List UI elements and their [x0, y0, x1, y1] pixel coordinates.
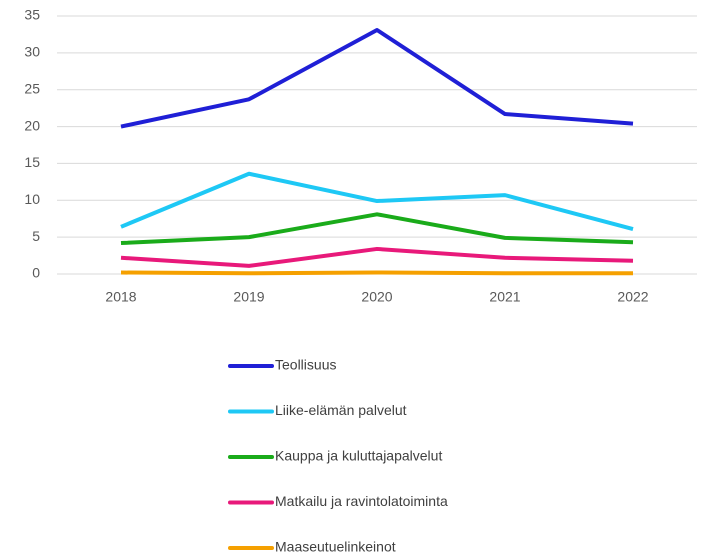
- series-line: [120, 171, 634, 231]
- series-line: [120, 28, 634, 129]
- y-tick-label: 30: [24, 44, 40, 60]
- y-tick-label: 5: [32, 228, 40, 244]
- y-tick-label: 20: [24, 117, 40, 133]
- legend-label: Matkailu ja ravintolatoiminta: [275, 493, 448, 509]
- series-line: [120, 212, 634, 246]
- y-tick-label: 25: [24, 80, 40, 96]
- series-line: [120, 270, 633, 276]
- x-tick-label: 2019: [233, 289, 264, 305]
- y-tick-label: 0: [32, 265, 40, 281]
- legend-label: Maaseutuelinkeinot: [275, 539, 396, 555]
- x-tick-label: 2020: [361, 289, 392, 305]
- x-tick-label: 2018: [105, 289, 136, 305]
- legend-label: Teollisuus: [275, 357, 336, 373]
- y-tick-label: 35: [24, 7, 40, 23]
- y-tick-label: 10: [24, 191, 40, 207]
- x-tick-label: 2022: [617, 289, 648, 305]
- legend-label: Liike-elämän palvelut: [275, 402, 407, 418]
- legend-label: Kauppa ja kuluttajapalvelut: [275, 448, 442, 464]
- series-line: [120, 246, 634, 268]
- y-tick-label: 15: [24, 154, 40, 170]
- x-tick-label: 2021: [489, 289, 520, 305]
